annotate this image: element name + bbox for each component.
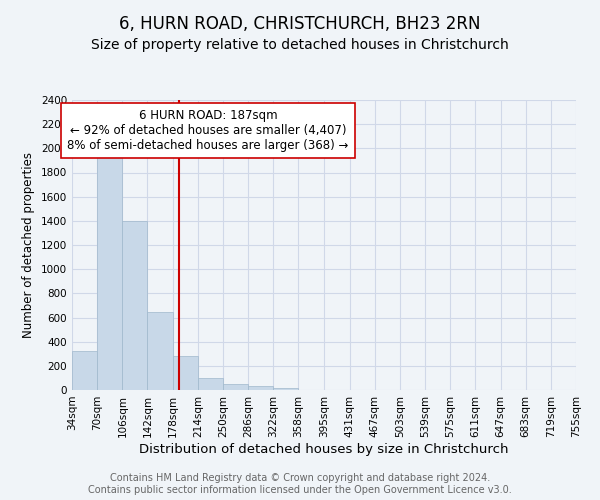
Bar (198, 378, 223, 390)
Bar (173, 356, 198, 390)
Text: 6, HURN ROAD, CHRISTCHURCH, BH23 2RN: 6, HURN ROAD, CHRISTCHURCH, BH23 2RN (119, 15, 481, 33)
Bar (223, 384, 248, 390)
Y-axis label: Number of detached properties: Number of detached properties (22, 152, 35, 338)
Bar (122, 221, 148, 390)
Bar (274, 388, 298, 390)
Bar (72, 350, 97, 390)
Text: Size of property relative to detached houses in Christchurch: Size of property relative to detached ho… (91, 38, 509, 52)
Bar (148, 312, 173, 390)
Bar (97, 153, 122, 390)
X-axis label: Distribution of detached houses by size in Christchurch: Distribution of detached houses by size … (139, 442, 509, 456)
Text: Contains HM Land Registry data © Crown copyright and database right 2024.
Contai: Contains HM Land Registry data © Crown c… (88, 474, 512, 495)
Bar (248, 386, 274, 390)
Text: 6 HURN ROAD: 187sqm
← 92% of detached houses are smaller (4,407)
8% of semi-deta: 6 HURN ROAD: 187sqm ← 92% of detached ho… (67, 108, 349, 152)
